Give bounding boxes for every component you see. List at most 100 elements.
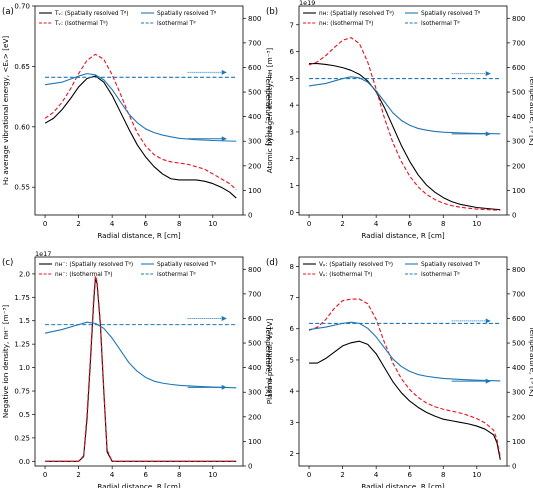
panel-label: (c) bbox=[2, 258, 13, 268]
y2-tick-label: 400 bbox=[512, 364, 525, 372]
y-tick-label: 1.0 bbox=[19, 364, 30, 372]
x-axis-label: Radial distance, R [cm] bbox=[361, 482, 445, 488]
y2-tick-label: 800 bbox=[248, 266, 261, 274]
x-tick-label: 6 bbox=[143, 471, 148, 479]
y-tick-label: 0.60 bbox=[14, 123, 30, 131]
x-tick-label: 10 bbox=[472, 471, 481, 479]
y2-tick-label: 700 bbox=[512, 290, 525, 298]
y-tick-label: 4 bbox=[290, 388, 295, 396]
y-tick-label: 1 bbox=[290, 182, 294, 190]
legend-entry: Spatially resolved Tᵍ bbox=[157, 11, 216, 17]
legend: Vₚ: (Spatially resolved Tᵍ) Vₚ: (Isotherm… bbox=[303, 262, 480, 278]
y2-tick-label: 100 bbox=[248, 438, 261, 446]
x-axis-label: Radial distance, R [cm] bbox=[97, 482, 181, 488]
y2-axis-label: Temperature, Tᵍ [K] bbox=[528, 74, 533, 145]
legend-entry: Spatially resolved Tᵍ bbox=[157, 262, 216, 268]
panel-a: 0 2 4 6 8 10 0.55 0.60 0.65 0.70 0 100 200 300 400 500 6… bbox=[1, 3, 273, 241]
series-group bbox=[308, 37, 501, 211]
x-axis-label: Radial distance, R [cm] bbox=[97, 231, 181, 240]
y-tick-label: 5 bbox=[290, 356, 294, 364]
y-axis-label: H₂ average vibrational energy, <Eᵥ> [eV] bbox=[1, 36, 10, 186]
series-line-1 bbox=[44, 75, 237, 199]
exponent-label: 1e17 bbox=[35, 250, 51, 258]
panel-c: 0 2 4 6 8 10 0.0 0.25 0.5 0.75 1.0 1.25 1.5 1.75 2.0 0 1… bbox=[1, 250, 273, 488]
x-tick-label: 4 bbox=[110, 220, 115, 228]
y-tick-label: 6 bbox=[290, 48, 295, 56]
x-tick-label: 6 bbox=[407, 220, 412, 228]
y-tick-label: 0.25 bbox=[14, 434, 30, 442]
y-tick-label: 0.70 bbox=[14, 3, 30, 11]
y-tick-label: 1.25 bbox=[14, 341, 30, 349]
x-tick-label: 10 bbox=[208, 471, 217, 479]
y2-tick-label: 500 bbox=[512, 89, 525, 97]
y2-axis-label: Temperature, Tᵍ [K] bbox=[528, 325, 533, 396]
y2-axis-label: Temperature, Tᵍ [K] bbox=[264, 74, 273, 145]
series-group bbox=[308, 298, 501, 460]
panel-d: 0 2 4 6 8 10 2 3 4 5 6 7 8 0 100 200 300 400 500 600 700 800 R… bbox=[265, 256, 533, 488]
y2-tick-label: 0 bbox=[248, 212, 252, 220]
y-tick-label: 3 bbox=[290, 128, 294, 136]
x-tick-label: 2 bbox=[340, 471, 344, 479]
y2-tick-label: 600 bbox=[248, 315, 261, 323]
y-tick-label: 4 bbox=[290, 102, 295, 110]
y-tick-label: 3 bbox=[290, 419, 294, 427]
y-tick-label: 2 bbox=[290, 450, 294, 458]
y-tick-label: 7 bbox=[290, 21, 294, 29]
y-tick-label: 0.55 bbox=[14, 184, 30, 192]
series-line-3 bbox=[44, 73, 237, 142]
y2-tick-label: 600 bbox=[248, 64, 261, 72]
x-tick-label: 0 bbox=[307, 471, 311, 479]
legend-entry: nʜ⁻: (Spatially resolved Tᵍ) bbox=[55, 262, 133, 268]
y-tick-label: 0.75 bbox=[14, 388, 30, 396]
y2-tick-label: 600 bbox=[512, 64, 525, 72]
y2-tick-label: 200 bbox=[512, 413, 525, 421]
y2-tick-label: 800 bbox=[248, 15, 261, 23]
legend: nʜ: (Spatially resolved Tᵍ) nʜ: (Isotherm… bbox=[303, 11, 480, 27]
y2-tick-label: 600 bbox=[512, 315, 525, 323]
legend-entry: Tᵥ: (Isothermal Tᵍ) bbox=[54, 21, 108, 27]
series-line-2 bbox=[308, 298, 501, 457]
legend-entry: Isothermal Tᵍ bbox=[157, 272, 196, 278]
y2-tick-label: 100 bbox=[512, 438, 525, 446]
legend-entry: Spatially resolved Tᵍ bbox=[421, 11, 480, 17]
x-tick-label: 2 bbox=[76, 220, 80, 228]
y-tick-label: 2 bbox=[290, 155, 294, 163]
y2-tick-label: 400 bbox=[512, 113, 525, 121]
y2-tick-label: 700 bbox=[248, 290, 261, 298]
series-line-1 bbox=[309, 340, 501, 460]
y-tick-label: 0.5 bbox=[19, 411, 30, 419]
y-tick-label: 5 bbox=[290, 75, 294, 83]
y2-tick-label: 300 bbox=[512, 138, 525, 146]
y2-tick-label: 200 bbox=[248, 162, 261, 170]
series-line-2 bbox=[308, 37, 501, 211]
y2-tick-label: 700 bbox=[512, 39, 525, 47]
x-tick-label: 2 bbox=[76, 471, 80, 479]
legend-entry: Isothermal Tᵍ bbox=[157, 21, 196, 27]
series-line-1 bbox=[309, 63, 501, 211]
x-tick-label: 10 bbox=[472, 220, 481, 228]
legend: nʜ⁻: (Spatially resolved Tᵍ) nʜ⁻: (Isothe… bbox=[39, 262, 216, 278]
y2-tick-label: 400 bbox=[248, 364, 261, 372]
y2-tick-label: 500 bbox=[248, 340, 261, 348]
y2-tick-label: 100 bbox=[512, 187, 525, 195]
y-axis-label: Negative ion density, nʜ⁻ [m⁻³] bbox=[1, 305, 10, 419]
x-tick-label: 6 bbox=[143, 220, 148, 228]
y-tick-label: 6 bbox=[290, 325, 295, 333]
series-group bbox=[44, 275, 237, 462]
y2-tick-label: 800 bbox=[512, 266, 525, 274]
x-tick-label: 0 bbox=[307, 220, 311, 228]
y2-tick-label: 700 bbox=[248, 39, 261, 47]
y-tick-label: 0.65 bbox=[14, 63, 30, 71]
panel-label: (d) bbox=[266, 258, 278, 268]
x-tick-label: 8 bbox=[441, 471, 445, 479]
plot-frame bbox=[298, 5, 508, 216]
y-tick-label: 8 bbox=[290, 263, 294, 271]
plot-frame bbox=[34, 5, 244, 216]
x-tick-label: 0 bbox=[43, 220, 47, 228]
y2-tick-label: 0 bbox=[248, 463, 252, 471]
legend-entry: Vₚ: (Spatially resolved Tᵍ) bbox=[319, 262, 393, 268]
y2-tick-label: 400 bbox=[248, 113, 261, 121]
y2-axis-label: Temperature, Tᵍ [K] bbox=[264, 325, 273, 396]
panel-label: (b) bbox=[266, 7, 278, 17]
